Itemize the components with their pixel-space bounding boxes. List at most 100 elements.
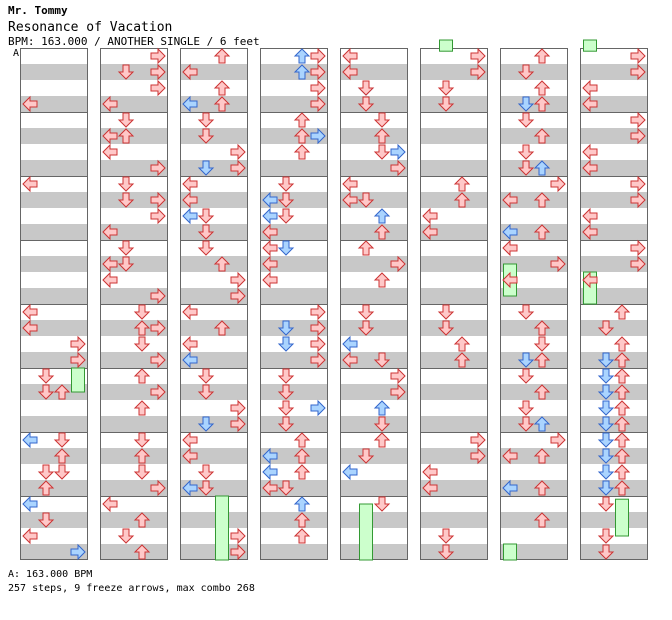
beat-stripe: [100, 512, 168, 528]
arrow-down-icon: [197, 224, 215, 240]
arrow-right-icon: [150, 351, 166, 369]
beat-stripe: [100, 448, 168, 464]
arrow-down-icon: [373, 496, 391, 512]
beat-stripe: [500, 480, 568, 496]
beat-stripe: [180, 288, 248, 304]
arrow-down-icon: [517, 368, 535, 384]
arrow-right-icon: [390, 255, 406, 273]
beat-stripe: [260, 160, 328, 176]
arrow-right-icon: [150, 63, 166, 81]
beat-stripe: [20, 320, 88, 336]
arrow-down-icon: [373, 352, 391, 368]
column-border: [420, 48, 488, 560]
arrow-down-icon: [197, 464, 215, 480]
arrow-down-icon: [197, 240, 215, 256]
arrow-right-icon: [470, 431, 486, 449]
arrow-right-icon: [390, 143, 406, 161]
arrow-up-icon: [293, 128, 311, 144]
beat-stripe: [500, 384, 568, 400]
beat-stripe: [420, 288, 488, 304]
arrow-up-icon: [133, 400, 151, 416]
beat-stripe: [580, 416, 648, 432]
beat-stripe: [420, 160, 488, 176]
arrow-right-icon: [230, 543, 246, 561]
beat-stripe: [420, 256, 488, 272]
beat-stripe: [420, 64, 488, 80]
beat-stripe: [340, 64, 408, 80]
beat-stripe: [20, 448, 88, 464]
beat-stripe: [100, 480, 168, 496]
arrow-left-icon: [262, 271, 278, 289]
arrow-up-icon: [613, 400, 631, 416]
arrow-down-icon: [597, 352, 615, 368]
arrow-left-icon: [342, 63, 358, 81]
beat-stripe: [100, 384, 168, 400]
arrow-up-icon: [613, 464, 631, 480]
beat-stripe: [340, 128, 408, 144]
arrow-down-icon: [277, 192, 295, 208]
arrow-down-icon: [597, 368, 615, 384]
beat-stripe: [100, 256, 168, 272]
beat-stripe: [260, 384, 328, 400]
freeze-arrow: [439, 39, 453, 52]
arrow-left-icon: [22, 527, 38, 545]
arrow-left-icon: [102, 127, 118, 145]
beat-stripe: [180, 160, 248, 176]
arrow-down-icon: [277, 400, 295, 416]
arrow-right-icon: [630, 255, 646, 273]
arrow-down-icon: [597, 464, 615, 480]
arrow-right-icon: [70, 351, 86, 369]
arrow-up-icon: [293, 496, 311, 512]
arrow-down-icon: [117, 256, 135, 272]
arrow-down-icon: [373, 144, 391, 160]
arrow-down-icon: [373, 112, 391, 128]
arrow-left-icon: [262, 447, 278, 465]
arrow-right-icon: [310, 319, 326, 337]
arrow-down-icon: [517, 112, 535, 128]
arrow-up-icon: [213, 320, 231, 336]
beat-stripe: [420, 416, 488, 432]
arrow-up-icon: [293, 528, 311, 544]
beat-stripe: [20, 256, 88, 272]
arrow-down-icon: [357, 192, 375, 208]
arrow-up-icon: [293, 64, 311, 80]
beat-stripe: [580, 224, 648, 240]
arrow-up-icon: [533, 224, 551, 240]
arrow-down-icon: [197, 416, 215, 432]
arrow-right-icon: [310, 351, 326, 369]
beat-stripe: [180, 352, 248, 368]
arrow-left-icon: [262, 223, 278, 241]
beat-stripe: [260, 224, 328, 240]
arrow-down-icon: [197, 480, 215, 496]
arrow-down-icon: [277, 208, 295, 224]
arrow-left-icon: [502, 479, 518, 497]
freeze-arrow: [359, 503, 373, 561]
arrow-left-icon: [182, 175, 198, 193]
beat-stripe: [420, 384, 488, 400]
arrow-left-icon: [102, 223, 118, 241]
beat-stripe: [340, 224, 408, 240]
beat-stripe: [340, 544, 408, 560]
beat-stripe: [580, 352, 648, 368]
arrow-down-icon: [597, 528, 615, 544]
beat-stripe: [500, 448, 568, 464]
arrow-up-icon: [533, 448, 551, 464]
arrow-down-icon: [277, 240, 295, 256]
arrow-up-icon: [533, 480, 551, 496]
arrow-left-icon: [502, 271, 518, 289]
arrow-left-icon: [502, 239, 518, 257]
arrow-down-icon: [133, 432, 151, 448]
arrow-left-icon: [182, 431, 198, 449]
beat-stripe: [100, 320, 168, 336]
arrow-down-icon: [517, 96, 535, 112]
arrow-down-icon: [53, 464, 71, 480]
arrow-left-icon: [582, 223, 598, 241]
freeze-arrow: [71, 367, 85, 393]
arrow-up-icon: [133, 544, 151, 560]
beat-stripe: [580, 320, 648, 336]
arrow-up-icon: [613, 416, 631, 432]
beat-stripe: [580, 128, 648, 144]
beat-stripe: [580, 256, 648, 272]
arrow-down-icon: [517, 64, 535, 80]
arrow-down-icon: [117, 176, 135, 192]
